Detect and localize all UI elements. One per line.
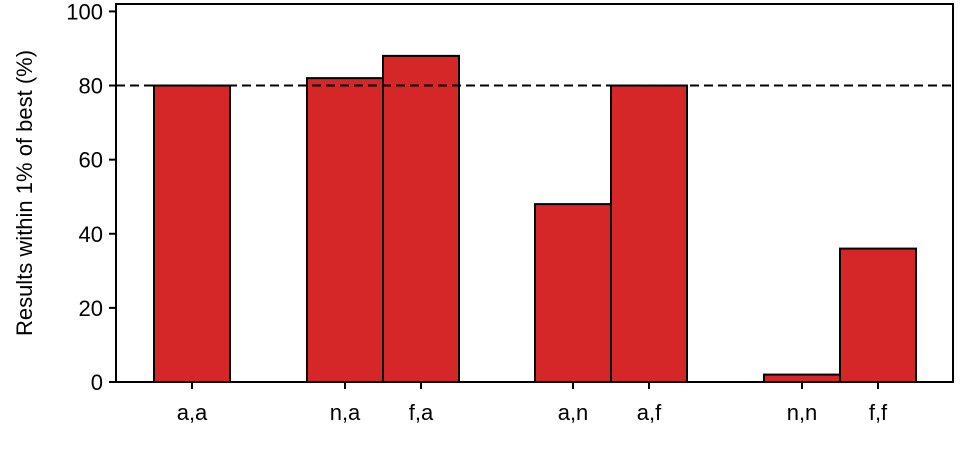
y-tick-label: 40 [79,222,103,247]
x-axis: a,a n,a f,a a,n a,f n,n f,f [177,382,888,425]
x-tick-label: a,n [558,400,589,425]
y-tick-label: 100 [66,0,103,24]
x-tick-label: a,a [177,400,208,425]
bar-f-f [839,247,917,383]
y-tick-label: 0 [91,370,103,395]
x-tick-label: f,a [409,400,434,425]
x-tick-label: f,f [869,400,888,425]
y-tick-label: 80 [79,74,103,99]
bar-n-n [763,373,841,383]
bar-a-n [534,203,612,383]
bar-f-a [382,54,460,383]
bar-a-f [610,84,688,383]
plot-frame [115,3,954,383]
y-axis: 0 20 40 60 80 100 [66,0,116,395]
x-tick-label: a,f [637,400,662,425]
y-tick-label: 60 [79,148,103,173]
bar-a-a [153,84,231,383]
x-tick-label: n,n [787,400,818,425]
bar-n-a [306,77,384,383]
x-tick-label: n,a [330,400,361,425]
bars-group [153,54,917,383]
y-axis-label: Results within 1% of best (%) [12,50,37,336]
y-tick-label: 20 [79,296,103,321]
